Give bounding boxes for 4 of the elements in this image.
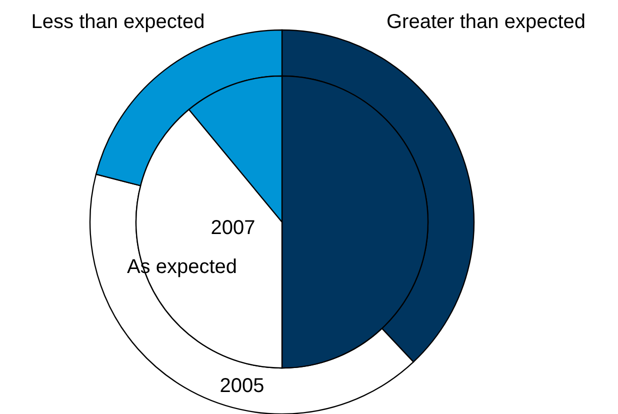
slice-label: 2005 — [220, 375, 264, 397]
slice-label: Less than expected — [31, 11, 205, 33]
slice-label: 2007 — [210, 217, 256, 239]
slice-label: Greater than expected — [386, 11, 586, 33]
